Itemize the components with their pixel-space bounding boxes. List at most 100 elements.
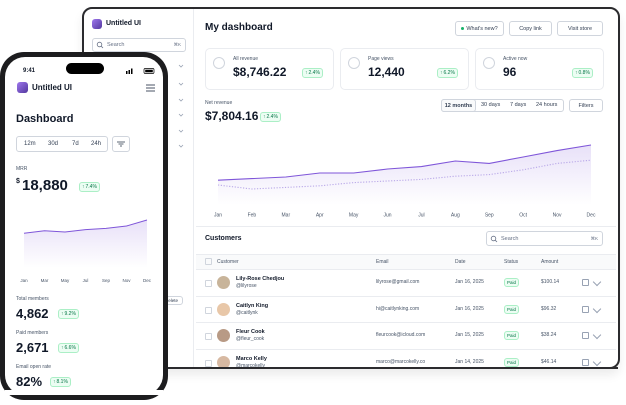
checkbox[interactable] <box>205 306 212 314</box>
stat-value: 12,440 <box>368 65 405 79</box>
x-tick-label: Jun <box>384 212 392 218</box>
column-header: Status <box>504 259 519 265</box>
avatar <box>217 329 230 342</box>
change-badge: ↑ 0.8% <box>572 68 593 78</box>
page-title: My dashboard <box>205 22 273 33</box>
avatar <box>217 276 230 289</box>
change-badge: ↑ 8.1% <box>50 377 71 387</box>
x-tick-label: Oct <box>519 212 527 218</box>
filter-icon <box>117 141 125 147</box>
stat-icon <box>483 57 495 69</box>
x-tick-label: Sep <box>485 212 494 218</box>
customer-date: Jan 14, 2025 <box>455 358 484 365</box>
logo <box>17 82 28 93</box>
customer-amount: $96.32 <box>541 305 557 312</box>
customer-amount: $100.14 <box>541 279 560 285</box>
x-tick-label: Jul <box>418 212 424 218</box>
revenue-label: Net revenue <box>205 100 233 106</box>
x-tick-label: Jan <box>214 212 222 218</box>
change: 0.8% <box>578 70 590 76</box>
visit-store-button[interactable]: Visit store <box>557 21 603 36</box>
customers-title: Customers <box>205 235 242 242</box>
checkbox[interactable] <box>205 258 212 265</box>
range-tab[interactable]: 24h <box>91 141 102 147</box>
range-tab[interactable]: 30d <box>48 141 59 147</box>
series-line <box>217 144 592 181</box>
customer-email: lilyrose@gmail.com <box>376 279 420 285</box>
series-line <box>217 159 592 190</box>
customer-name: Lily-Rose Chedjou <box>236 276 285 282</box>
checkbox[interactable] <box>205 333 212 340</box>
mrr-chart: Jan Mar May Jul Sep Nov Dec <box>20 219 152 283</box>
phone-title: Dashboard <box>16 113 74 125</box>
search-icon <box>490 235 498 243</box>
range-tab[interactable]: 30 days <box>481 102 501 108</box>
customer-handle: @fleur_cook <box>236 336 265 342</box>
customer-date: Jan 15, 2025 <box>455 332 484 338</box>
area-fill <box>218 145 591 205</box>
range-tab[interactable]: 7 days <box>510 102 527 108</box>
change: 2.4% <box>266 114 278 120</box>
shortcut: ⌘K <box>590 235 598 241</box>
status-icons <box>126 68 155 74</box>
table-row <box>196 348 616 376</box>
change-badge: ↑ 9.2% <box>58 309 79 319</box>
change-badge: ↑ 6.6% <box>58 343 79 353</box>
checkbox[interactable] <box>205 359 212 367</box>
series-line <box>23 219 148 234</box>
revenue-chart: Jan Feb Mar Apr May Jun Jul Aug Sep Oct Nov Dec <box>214 144 596 218</box>
customer-name: Caitlyn King <box>236 302 269 309</box>
button-label: Visit store <box>567 25 593 32</box>
frame-bottom <box>84 367 618 369</box>
avatar <box>217 302 230 316</box>
customer-date: Jan 16, 2025 <box>455 279 484 285</box>
x-tick-label: Nov <box>553 212 562 218</box>
metric-value: 18,880 <box>22 177 68 194</box>
x-tick-label: Dec <box>143 278 152 283</box>
customer-email: hi@caitlynking.com <box>376 305 420 312</box>
x-tick-label: Sep <box>102 278 111 283</box>
customer-email: fleurcook@icloud.com <box>376 332 426 338</box>
range-tab[interactable]: 12 months <box>441 99 476 112</box>
change: 9.2% <box>64 311 76 317</box>
logo <box>92 19 102 29</box>
search-icon <box>96 41 104 49</box>
column-header: Date <box>455 259 466 265</box>
filters-label: Filters <box>578 102 594 109</box>
stat-icon <box>348 57 360 69</box>
whats-new-button[interactable]: What's new? <box>455 21 504 36</box>
sidebar-search[interactable]: Search ⌘K <box>92 38 186 52</box>
filter-button[interactable] <box>112 136 130 152</box>
x-tick-label: Apr <box>316 212 324 218</box>
filters-button[interactable]: Filters <box>569 99 603 112</box>
range-tab[interactable]: 24 hours <box>536 102 558 108</box>
change-badge: ↑ 2.4% <box>260 112 281 122</box>
search-placeholder: Search <box>501 235 519 242</box>
stat-value: 82% <box>16 374 43 389</box>
dot <box>461 27 465 30</box>
stat-label: Paid members <box>16 330 49 336</box>
customers-search[interactable]: Search ⌘K <box>486 231 603 246</box>
stat-label: Email open rate <box>16 364 52 370</box>
stat-value: 2,671 <box>16 340 49 355</box>
copy-link-button[interactable]: Copy link <box>509 21 552 36</box>
column-header: Amount <box>541 259 559 265</box>
status-badge: Paid <box>504 331 520 340</box>
status-badge: Paid <box>504 278 520 287</box>
customer-email: marco@marcokelly.co <box>376 358 426 365</box>
button-label: Copy link <box>519 25 542 32</box>
customer-date: Jan 16, 2025 <box>455 305 484 312</box>
checkbox[interactable] <box>205 280 212 287</box>
customer-handle: @caitlynk <box>236 309 258 316</box>
sidebar-divider <box>193 9 194 367</box>
change: 7.4% <box>85 184 97 190</box>
nav-chevrons <box>178 64 184 148</box>
x-tick-label: Mar <box>282 212 291 218</box>
customer-handle: @marcokelly <box>236 362 265 369</box>
x-tick-label: May <box>349 212 359 218</box>
table-row <box>196 295 616 323</box>
range-tab[interactable]: 12m <box>24 141 36 147</box>
menu-button[interactable] <box>146 84 156 92</box>
range-tab[interactable]: 7d <box>72 141 79 147</box>
dynamic-island <box>66 63 104 74</box>
